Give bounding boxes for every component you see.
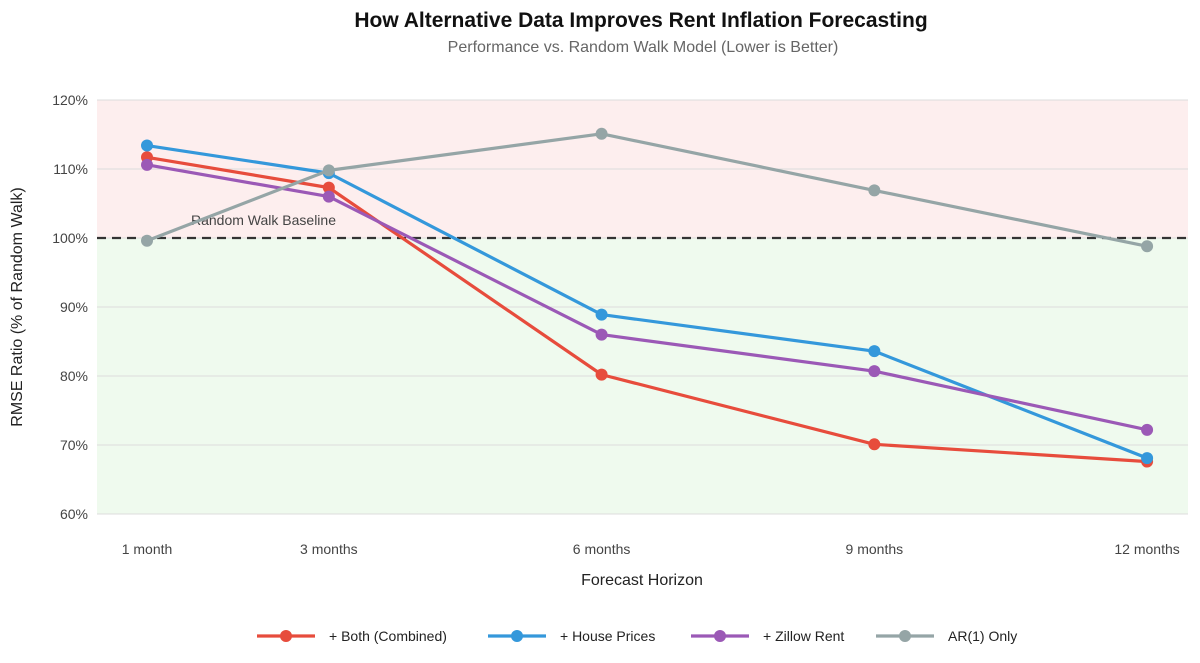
y-axis-label: RMSE Ratio (% of Random Walk) [9,187,26,426]
x-tick-label-1: 3 months [300,541,358,557]
data-point-3-2 [595,127,608,140]
series-2 [141,158,1154,436]
data-point-2-3 [868,365,881,378]
y-tick-label-2: 80% [60,368,88,384]
legend-item-2: + Zillow Rent [691,628,844,644]
legend-label-2: + Zillow Rent [763,628,844,644]
data-point-2-1 [322,190,335,203]
baseline: Random Walk Baseline [97,212,1188,240]
series-3 [141,127,1154,253]
data-point-2-4 [1141,423,1154,436]
x-tick-label-0: 1 month [122,541,173,557]
baseline-label: Random Walk Baseline [191,212,336,228]
data-point-0-3 [868,438,881,451]
data-point-2-2 [595,328,608,341]
data-point-3-3 [868,184,881,197]
chart-title: How Alternative Data Improves Rent Infla… [354,9,927,32]
data-point-0-2 [595,368,608,381]
legend-label-0: + Both (Combined) [329,628,447,644]
data-point-1-2 [595,308,608,321]
data-point-1-4 [1141,452,1154,465]
legend-label-1: + House Prices [560,628,655,644]
legend-label-3: AR(1) Only [948,628,1017,644]
data-point-0-1 [322,181,335,194]
legend-item-1: + House Prices [488,628,655,644]
legend-swatch-marker-0 [280,630,292,642]
x-tick-label-3: 9 months [846,541,904,557]
data-point-1-3 [868,345,881,358]
series-lines [141,127,1154,468]
legend-item-0: + Both (Combined) [257,628,447,644]
chart-subtitle: Performance vs. Random Walk Model (Lower… [448,39,839,56]
y-axis-ticks: 60% 70% 80% 90% 100% 110% 120% [52,92,88,522]
y-tick-label-3: 90% [60,299,88,315]
series-1 [141,139,1154,465]
data-point-3-4 [1141,240,1154,253]
data-point-2-0 [141,158,154,171]
legend-swatch-marker-1 [511,630,523,642]
x-tick-label-2: 6 months [573,541,631,557]
data-point-1-0 [141,139,154,152]
legend-swatch-marker-3 [899,630,911,642]
y-tick-label-0: 60% [60,506,88,522]
legend: + Both (Combined) + House Prices + Zillow … [257,628,1017,644]
y-tick-label-4: 100% [52,230,88,246]
y-tick-label-1: 70% [60,437,88,453]
y-tick-label-5: 110% [53,161,88,177]
data-point-3-0 [141,234,154,247]
x-axis-ticks: 1 month 3 months 6 months 9 months 12 months [122,541,1180,557]
x-axis-label: Forecast Horizon [581,572,703,589]
legend-item-3: AR(1) Only [876,628,1017,644]
x-tick-label-4: 12 months [1114,541,1179,557]
legend-swatch-marker-2 [714,630,726,642]
y-tick-label-6: 120% [52,92,88,108]
data-point-3-1 [322,164,335,177]
